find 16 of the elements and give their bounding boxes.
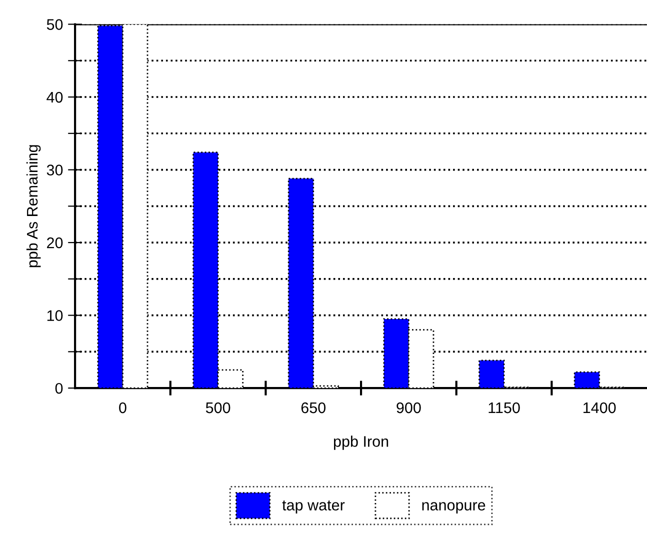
y-tick-label: 20 [47, 237, 63, 248]
x-axis-title: ppb Iron [334, 436, 388, 450]
y-tick-label: 40 [46, 92, 63, 103]
x-tick-label: 0 [119, 402, 126, 414]
x-tick-label: 500 [206, 402, 230, 414]
x-tick-label: 650 [301, 402, 326, 414]
legend-label: tap water [282, 500, 345, 514]
y-tick-label: 10 [47, 310, 63, 321]
y-tick-label: 0 [55, 382, 63, 394]
x-tick-label: 1150 [488, 402, 520, 414]
legend-label: nanopure [422, 502, 486, 514]
y-axis-title: ppb As Remaining [26, 145, 41, 268]
y-tick-label: 30 [46, 164, 63, 176]
y-tick-label: 50 [46, 19, 63, 30]
x-tick-label: 900 [396, 402, 421, 414]
x-tick-label: 1400 [584, 402, 616, 414]
